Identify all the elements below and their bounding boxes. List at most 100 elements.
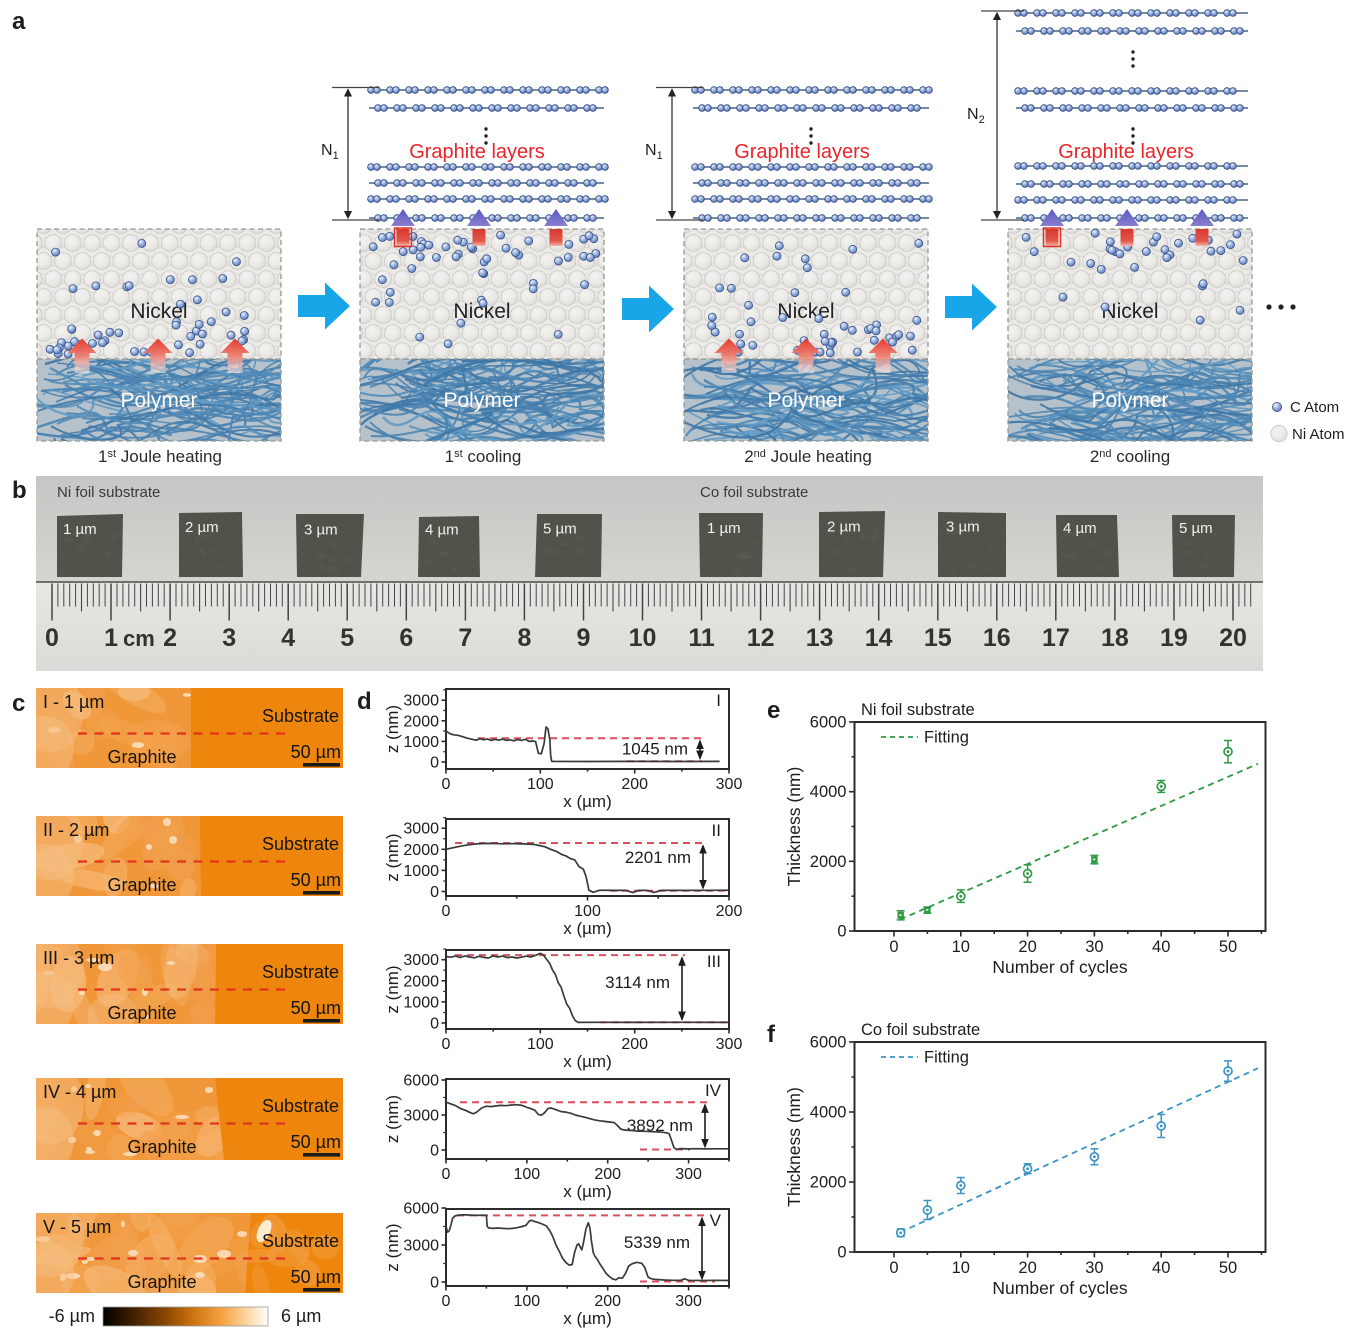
svg-text:1 µm: 1 µm [63, 521, 97, 538]
svg-text:4: 4 [281, 624, 295, 652]
svg-text:1045 nm: 1045 nm [622, 740, 688, 759]
svg-text:-6 µm: -6 µm [49, 1306, 95, 1326]
svg-text:100: 100 [527, 1036, 554, 1053]
svg-text:z (nm): z (nm) [383, 705, 402, 753]
svg-text:300: 300 [716, 1036, 743, 1053]
svg-text:C Atom: C Atom [1290, 399, 1339, 416]
svg-text:18: 18 [1101, 624, 1129, 652]
svg-text:1st cooling: 1st cooling [445, 447, 522, 466]
svg-text:2000: 2000 [810, 853, 847, 871]
svg-text:IV: IV [705, 1081, 722, 1100]
svg-text:50: 50 [1219, 1259, 1237, 1277]
svg-text:200: 200 [594, 1293, 621, 1310]
svg-text:200: 200 [621, 776, 648, 793]
svg-text:Substrate: Substrate [262, 962, 339, 982]
svg-text:Thickness (nm): Thickness (nm) [784, 1087, 804, 1207]
svg-text:200: 200 [594, 1166, 621, 1183]
svg-text:3: 3 [222, 624, 236, 652]
svg-text:d: d [357, 688, 372, 715]
svg-text:1: 1 [104, 624, 118, 652]
svg-text:19: 19 [1160, 624, 1188, 652]
svg-text:1000: 1000 [403, 994, 439, 1011]
svg-text:7: 7 [458, 624, 472, 652]
svg-text:300: 300 [716, 776, 743, 793]
svg-text:40: 40 [1152, 1259, 1170, 1277]
svg-text:Graphite: Graphite [127, 1272, 196, 1292]
svg-text:2nd Joule heating: 2nd Joule heating [744, 447, 872, 466]
svg-text:5: 5 [340, 624, 354, 652]
svg-text:0: 0 [442, 1036, 451, 1053]
svg-text:Substrate: Substrate [262, 1096, 339, 1116]
svg-text:13: 13 [806, 624, 834, 652]
svg-text:Thickness (nm): Thickness (nm) [784, 767, 804, 887]
svg-text:10: 10 [952, 938, 970, 956]
svg-text:x (µm): x (µm) [563, 1309, 612, 1328]
svg-text:x (µm): x (µm) [563, 1052, 612, 1071]
svg-text:0: 0 [442, 1166, 451, 1183]
svg-text:300: 300 [675, 1166, 702, 1183]
svg-text:z (nm): z (nm) [383, 833, 402, 881]
svg-text:2000: 2000 [810, 1174, 847, 1192]
svg-text:50: 50 [1219, 938, 1237, 956]
svg-text:e: e [767, 697, 780, 724]
svg-text:14: 14 [865, 624, 893, 652]
svg-text:5 µm: 5 µm [543, 521, 577, 538]
svg-text:Co foil substrate: Co foil substrate [700, 484, 808, 501]
svg-text:Polymer: Polymer [767, 389, 844, 412]
svg-text:0: 0 [45, 624, 59, 652]
svg-text:0: 0 [889, 938, 898, 956]
svg-text:8: 8 [517, 624, 531, 652]
svg-text:Ni Atom: Ni Atom [1292, 426, 1345, 443]
svg-text:6000: 6000 [403, 1201, 439, 1218]
svg-text:b: b [12, 477, 27, 504]
svg-text:Graphite: Graphite [127, 1137, 196, 1157]
svg-text:N1: N1 [321, 142, 339, 162]
svg-text:6 µm: 6 µm [281, 1306, 321, 1326]
svg-text:4000: 4000 [810, 1104, 847, 1122]
svg-text:1st Joule heating: 1st Joule heating [98, 447, 222, 466]
svg-text:II - 2 µm: II - 2 µm [43, 820, 109, 840]
svg-text:30: 30 [1085, 938, 1103, 956]
svg-text:cm: cm [123, 626, 155, 651]
svg-text:N2: N2 [967, 106, 985, 126]
svg-text:30: 30 [1085, 1259, 1103, 1277]
svg-text:50 µm: 50 µm [291, 1267, 341, 1287]
svg-text:11: 11 [688, 624, 715, 652]
svg-text:N1: N1 [645, 142, 663, 162]
svg-text:Ni foil substrate: Ni foil substrate [861, 701, 975, 719]
svg-text:0: 0 [442, 776, 451, 793]
svg-text:20: 20 [1018, 1259, 1036, 1277]
svg-text:15: 15 [924, 624, 952, 652]
svg-text:3000: 3000 [403, 1238, 439, 1255]
svg-text:16: 16 [983, 624, 1011, 652]
svg-text:0: 0 [430, 884, 439, 901]
svg-text:Substrate: Substrate [262, 1231, 339, 1251]
svg-text:0: 0 [430, 1016, 439, 1033]
svg-text:5339 nm: 5339 nm [624, 1233, 690, 1252]
svg-text:1000: 1000 [403, 863, 439, 880]
svg-text:Graphite layers: Graphite layers [409, 141, 545, 163]
svg-text:4 µm: 4 µm [1063, 520, 1097, 537]
svg-text:z (nm): z (nm) [383, 965, 402, 1013]
svg-text:Graphite layers: Graphite layers [734, 141, 870, 163]
svg-text:6: 6 [399, 624, 413, 652]
svg-text:I: I [716, 691, 721, 710]
svg-text:Polymer: Polymer [443, 389, 520, 412]
svg-text:Polymer: Polymer [120, 389, 197, 412]
svg-text:2000: 2000 [403, 973, 439, 990]
svg-text:Nickel: Nickel [453, 300, 510, 323]
svg-text:3000: 3000 [403, 952, 439, 969]
svg-text:17: 17 [1042, 624, 1070, 652]
svg-text:0: 0 [442, 1293, 451, 1310]
svg-text:3000: 3000 [403, 693, 439, 710]
svg-text:Graphite: Graphite [107, 875, 176, 895]
svg-text:2000: 2000 [403, 842, 439, 859]
svg-text:III: III [707, 952, 721, 971]
svg-text:Graphite: Graphite [107, 1003, 176, 1023]
svg-text:2000: 2000 [403, 713, 439, 730]
svg-text:x (µm): x (µm) [563, 919, 612, 938]
svg-text:1 µm: 1 µm [707, 520, 741, 537]
svg-text:x (µm): x (µm) [563, 1182, 612, 1201]
svg-text:Nickel: Nickel [130, 300, 187, 323]
svg-text:Number of cycles: Number of cycles [992, 957, 1127, 977]
